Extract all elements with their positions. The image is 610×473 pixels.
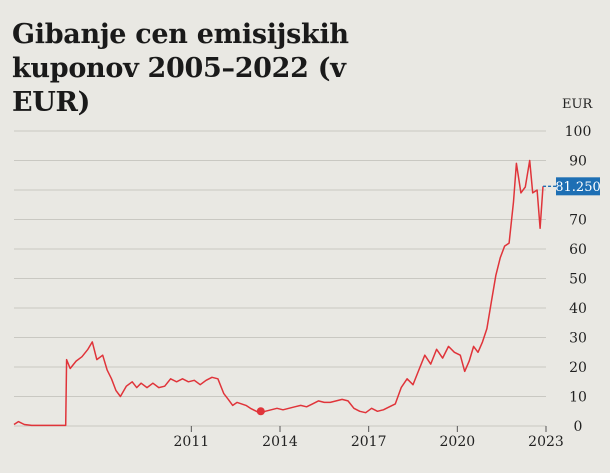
y-tick-label-30: 30: [569, 331, 587, 347]
y-axis-tick-labels: 0102030405060708090100: [565, 124, 592, 435]
y-tick-label-10: 10: [569, 390, 587, 406]
x-tick-label-2023: 2023: [528, 434, 564, 450]
last-value-label-box: [556, 177, 600, 196]
x-tick-label-2014: 2014: [262, 434, 298, 450]
series-line-0: [13, 159, 544, 427]
gridlines: [14, 130, 546, 427]
y-tick-label-100: 100: [565, 124, 592, 140]
y-tick-label-50: 50: [569, 272, 587, 288]
y-tick-label-90: 90: [569, 154, 587, 170]
series-layer: [13, 159, 544, 427]
y-tick-label-20: 20: [569, 360, 587, 376]
annotation-layer: 81.250: [256, 177, 601, 416]
y-axis-unit-label: EUR: [562, 97, 593, 112]
x-tick-label-2020: 2020: [440, 434, 476, 450]
y-tick-label-40: 40: [569, 301, 587, 317]
last-value-label: 81.250: [555, 180, 601, 195]
y-tick-label-60: 60: [569, 242, 587, 258]
y-tick-label-70: 70: [569, 213, 587, 229]
chart-title: Gibanje cen emisijskih kuponov 2005–2022…: [12, 18, 432, 120]
x-tick-label-2011: 2011: [174, 434, 210, 450]
y-tick-label-0: 0: [574, 419, 583, 435]
chart-title-line-2: kuponov 2005–2022 (v EUR): [12, 53, 346, 118]
chart-title-line-1: Gibanje cen emisijskih: [12, 19, 349, 50]
x-axis-tick-labels: 2011 2014 2017 2020 2023: [174, 426, 564, 450]
highlight-point-marker: [256, 407, 265, 416]
x-tick-label-2017: 2017: [351, 434, 387, 450]
